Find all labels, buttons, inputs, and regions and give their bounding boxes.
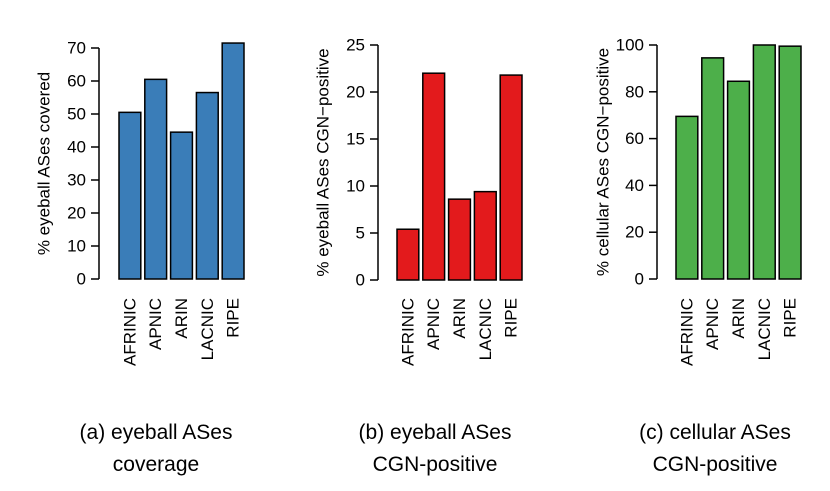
y-axis-label: % cellular ASes CGN−positive (594, 48, 613, 276)
caption-c: (c) cellular ASes CGN-positive (595, 417, 830, 481)
bar-lacnic (473, 190, 497, 281)
caption-a-line2: coverage (112, 453, 200, 476)
bar-afrinic (396, 228, 420, 281)
x-tick-label-arin: ARIN (172, 298, 191, 339)
caption-a: (a) eyeball ASes coverage (36, 417, 276, 481)
y-tick-label: 15 (346, 130, 365, 149)
x-tick-label-arin: ARIN (450, 298, 469, 339)
x-tick-label-lacnic: LACNIC (198, 298, 217, 360)
y-tick-label: 40 (67, 138, 86, 157)
chart-panel-c: 0 20 40 60 80 100% cellular ASes CGN−positive… (594, 36, 802, 366)
caption-c-line2: CGN-positive (652, 453, 778, 476)
caption-a-line1: (a) eyeball ASes (79, 421, 233, 444)
caption-b-line1: (b) eyeball ASes (358, 421, 512, 444)
x-tick-label-lacnic: LACNIC (476, 298, 495, 360)
bar-ripe (499, 74, 523, 281)
x-tick-label-apnic: APNIC (146, 298, 165, 350)
y-tick-label: 60 (67, 72, 86, 91)
bar-arin (447, 198, 472, 281)
bar-ripe (778, 45, 802, 280)
y-tick-label: 60 (625, 129, 644, 148)
x-tick-label-apnic: APNIC (703, 298, 722, 350)
y-tick-label: 20 (346, 83, 365, 102)
y-tick-label: 30 (67, 171, 86, 190)
bar-lacnic (752, 44, 776, 280)
x-tick-label-arin: ARIN (729, 298, 748, 339)
y-tick-label: 25 (346, 36, 365, 55)
caption-b: (b) eyeball ASes CGN-positive (315, 417, 555, 481)
bar-arin (726, 80, 751, 280)
chart-panel-b: 0 5 10 15 20 25 % eyeball ASes CGN−positive AFR… (314, 36, 523, 366)
x-tick-label-ripe: RIPE (224, 298, 243, 338)
bar-afrinic (675, 115, 699, 280)
y-tick-label: 70 (67, 39, 86, 58)
y-tick-label: 100 (616, 36, 644, 55)
caption-b-line2: CGN-positive (372, 453, 498, 476)
bar-afrinic (118, 111, 142, 280)
y-tick-label: 80 (625, 82, 644, 101)
x-tick-label-apnic: APNIC (424, 298, 443, 350)
y-tick-label: 20 (67, 204, 86, 223)
y-tick-label: 50 (67, 105, 86, 124)
y-tick-label: 0 (635, 270, 644, 289)
y-tick-label: 0 (77, 270, 86, 289)
y-tick-label: 10 (67, 237, 86, 256)
y-tick-label: 5 (356, 224, 365, 243)
bar-lacnic (195, 91, 219, 280)
bar-ripe (221, 42, 245, 280)
chart-panel-a: 0 10 20 30 40 50 60 70 % eyeball ASes covered AFR… (35, 39, 245, 366)
x-tick-label-afrinic: AFRINIC (677, 298, 696, 366)
caption-c-line1: (c) cellular ASes (639, 421, 791, 444)
x-tick-label-ripe: RIPE (502, 298, 521, 338)
x-tick-label-afrinic: AFRINIC (398, 298, 417, 366)
bar-apnic (701, 57, 725, 280)
y-axis-label: % eyeball ASes CGN−positive (314, 48, 333, 276)
x-tick-label-ripe: RIPE (781, 298, 800, 338)
bar-apnic (144, 78, 168, 280)
x-tick-label-lacnic: LACNIC (755, 298, 774, 360)
y-tick-label: 0 (356, 271, 365, 290)
y-tick-label: 10 (346, 177, 365, 196)
y-axis-label: % eyeball ASes covered (35, 72, 54, 255)
bar-arin (169, 131, 194, 280)
y-tick-label: 20 (625, 223, 644, 242)
x-tick-label-afrinic: AFRINIC (120, 298, 139, 366)
bar-apnic (422, 72, 446, 281)
y-tick-label: 40 (625, 176, 644, 195)
